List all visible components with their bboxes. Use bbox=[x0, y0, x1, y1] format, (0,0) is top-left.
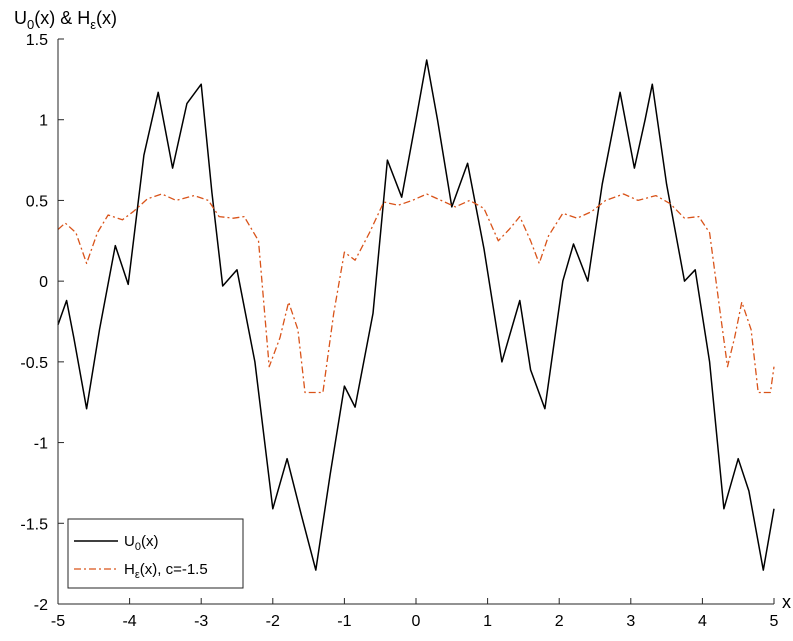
legend-box bbox=[67, 518, 244, 589]
x-tick-label: 0 bbox=[412, 613, 421, 630]
y-axis-title-mid: (x) & H bbox=[34, 8, 90, 28]
x-tick-label: 5 bbox=[770, 613, 779, 630]
legend: U0(x) Hε(x), c=-1.5 bbox=[67, 518, 244, 589]
y-axis-title-u: U bbox=[14, 8, 27, 28]
y-tick-label: -1.5 bbox=[20, 516, 48, 533]
x-tick-label: 4 bbox=[698, 613, 707, 630]
legend-label-h-sub: ε bbox=[135, 569, 140, 581]
x-tick-label: -4 bbox=[122, 613, 136, 630]
x-tick-label: -3 bbox=[194, 613, 208, 630]
series-line-h bbox=[57, 193, 775, 394]
legend-label-u0-sub: 0 bbox=[135, 541, 141, 553]
ticks-group: -5 -4 -3 -2 -1 0 1 2 3 4 5 -2 -1.5 -1 -0.5 0 0.5 1 1.5 bbox=[20, 32, 778, 630]
legend-label-u0-rest: (x) bbox=[141, 533, 159, 550]
x-tick-label: -2 bbox=[266, 613, 280, 630]
y-axis-title-h-sub: ε bbox=[90, 17, 96, 32]
y-tick-label: -0.5 bbox=[20, 355, 48, 372]
y-axis-title-u-sub: 0 bbox=[27, 17, 34, 32]
x-tick-label: 2 bbox=[555, 613, 564, 630]
x-tick-label: -1 bbox=[337, 613, 351, 630]
legend-label-u0-main: U bbox=[124, 533, 135, 550]
legend-label-h-main: H bbox=[124, 561, 135, 578]
x-tick-label: 3 bbox=[626, 613, 635, 630]
legend-label-h: Hε(x), c=-1.5 bbox=[124, 561, 208, 581]
x-axis-title: x bbox=[782, 592, 791, 612]
y-tick-label: 0.5 bbox=[26, 193, 48, 210]
y-tick-label: -1 bbox=[34, 436, 48, 453]
x-tick-label: 1 bbox=[483, 613, 492, 630]
y-axis-title-end: (x) bbox=[96, 8, 117, 28]
legend-label-h-rest: (x), c=-1.5 bbox=[140, 561, 208, 578]
y-tick-label: 1.5 bbox=[26, 32, 48, 49]
legend-label-u0: U0(x) bbox=[124, 533, 158, 553]
y-axis-title: U0(x) & Hε(x) bbox=[14, 8, 117, 32]
y-tick-label: -2 bbox=[34, 597, 48, 614]
y-tick-label: 1 bbox=[39, 113, 48, 130]
series-group bbox=[57, 59, 775, 571]
series-line-u0 bbox=[57, 59, 775, 571]
x-tick-label: -5 bbox=[51, 613, 65, 630]
y-tick-label: 0 bbox=[39, 274, 48, 291]
